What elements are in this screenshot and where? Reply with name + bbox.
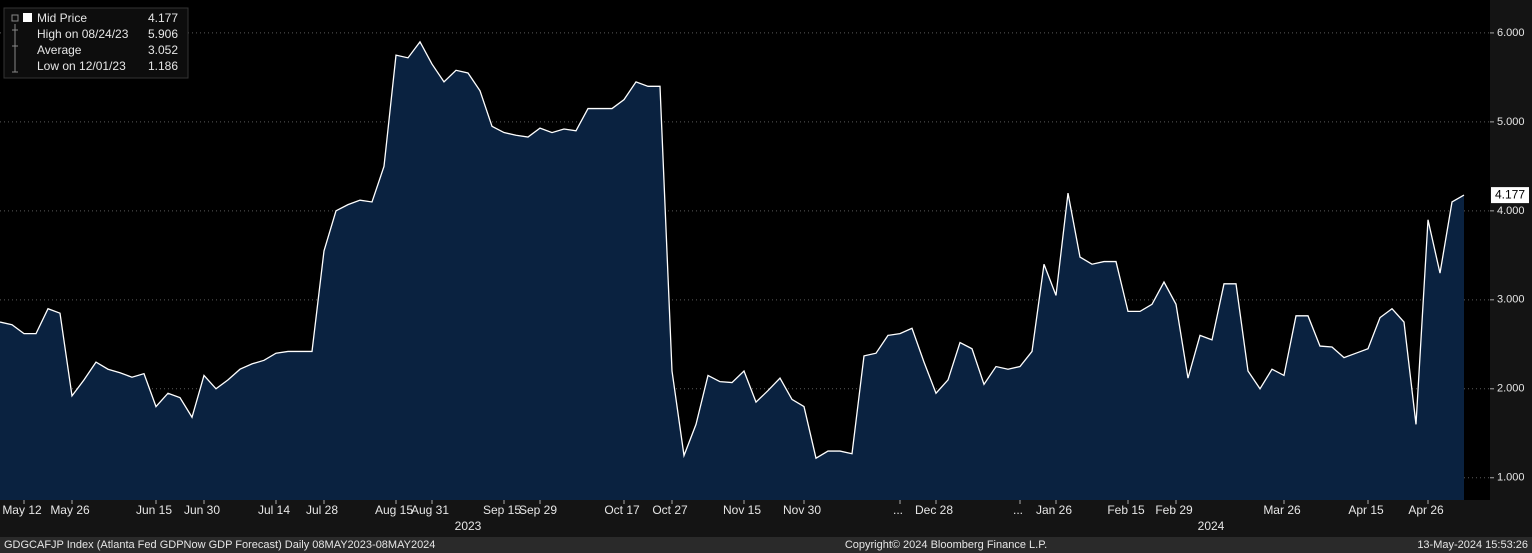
x-tick-label: Apr 15 <box>1348 503 1384 517</box>
y-axis-band <box>1490 0 1532 500</box>
legend-label: Mid Price <box>37 11 87 25</box>
line <box>0 40 1465 460</box>
x-tick-label: Nov 15 <box>723 503 761 517</box>
x-tick-label: Feb 15 <box>1107 503 1145 517</box>
y-tick-label: 6.000 <box>1497 27 1525 39</box>
x-tick-label: Jun 30 <box>184 503 220 517</box>
legend-swatch <box>23 13 32 22</box>
y-tick-label: 2.000 <box>1497 383 1525 395</box>
legend-value: 1.186 <box>148 59 178 73</box>
footer-bar <box>0 537 1532 553</box>
x-tick-label: ... <box>1013 503 1023 517</box>
year-label: 2023 <box>455 519 482 533</box>
x-tick-label: Sep 15 <box>483 503 521 517</box>
x-tick-label: May 26 <box>50 503 90 517</box>
plot <box>0 32 1490 501</box>
last-value-label: 4.177 <box>1495 187 1525 201</box>
legend-box <box>3 7 189 79</box>
x-tick-label: Dec 28 <box>915 503 953 517</box>
x-tick-label: Sep 29 <box>519 503 557 517</box>
x-tick-label: Apr 26 <box>1408 503 1444 517</box>
legend-label: High on 08/24/23 <box>37 27 129 41</box>
x-tick-label: Jan 26 <box>1036 503 1072 517</box>
legend-label: Low on 12/01/23 <box>37 59 126 73</box>
x-axis-band <box>0 500 1532 537</box>
legend-label: Average <box>37 43 82 57</box>
legend-value: 4.177 <box>148 11 178 25</box>
legend-value: 3.052 <box>148 43 178 57</box>
x-tick-label: Aug 15 <box>375 503 413 517</box>
x-tick-label: Jul 14 <box>258 503 290 517</box>
x-tick-label: Mar 26 <box>1263 503 1301 517</box>
y-tick-label: 5.000 <box>1497 116 1525 128</box>
legend-value: 5.906 <box>148 27 178 41</box>
x-tick-label: Oct 17 <box>604 503 640 517</box>
area <box>0 41 1464 501</box>
x-tick-label: Jun 15 <box>136 503 172 517</box>
x-tick-label: Aug 31 <box>411 503 449 517</box>
y-tick-label: 3.000 <box>1497 294 1525 306</box>
x-tick-label: Oct 27 <box>652 503 688 517</box>
x-tick-label: Feb 29 <box>1155 503 1193 517</box>
footer-center: Copyright© 2024 Bloomberg Finance L.P. <box>845 539 1047 551</box>
year-label: 2024 <box>1198 519 1225 533</box>
last-value-tag <box>1491 187 1529 204</box>
x-tick-label: Jul 28 <box>306 503 338 517</box>
footer-left: GDGCAFJP Index (Atlanta Fed GDPNow GDP F… <box>4 539 435 551</box>
x-tick-label: Nov 30 <box>783 503 821 517</box>
y-tick-label: 4.000 <box>1497 205 1525 217</box>
y-tick-label: 1.000 <box>1497 472 1525 484</box>
footer-right: 13-May-2024 15:53:26 <box>1417 539 1528 551</box>
x-tick-label: ... <box>893 503 903 517</box>
legend-icons <box>11 14 19 73</box>
x-tick-label: May 12 <box>2 503 42 517</box>
